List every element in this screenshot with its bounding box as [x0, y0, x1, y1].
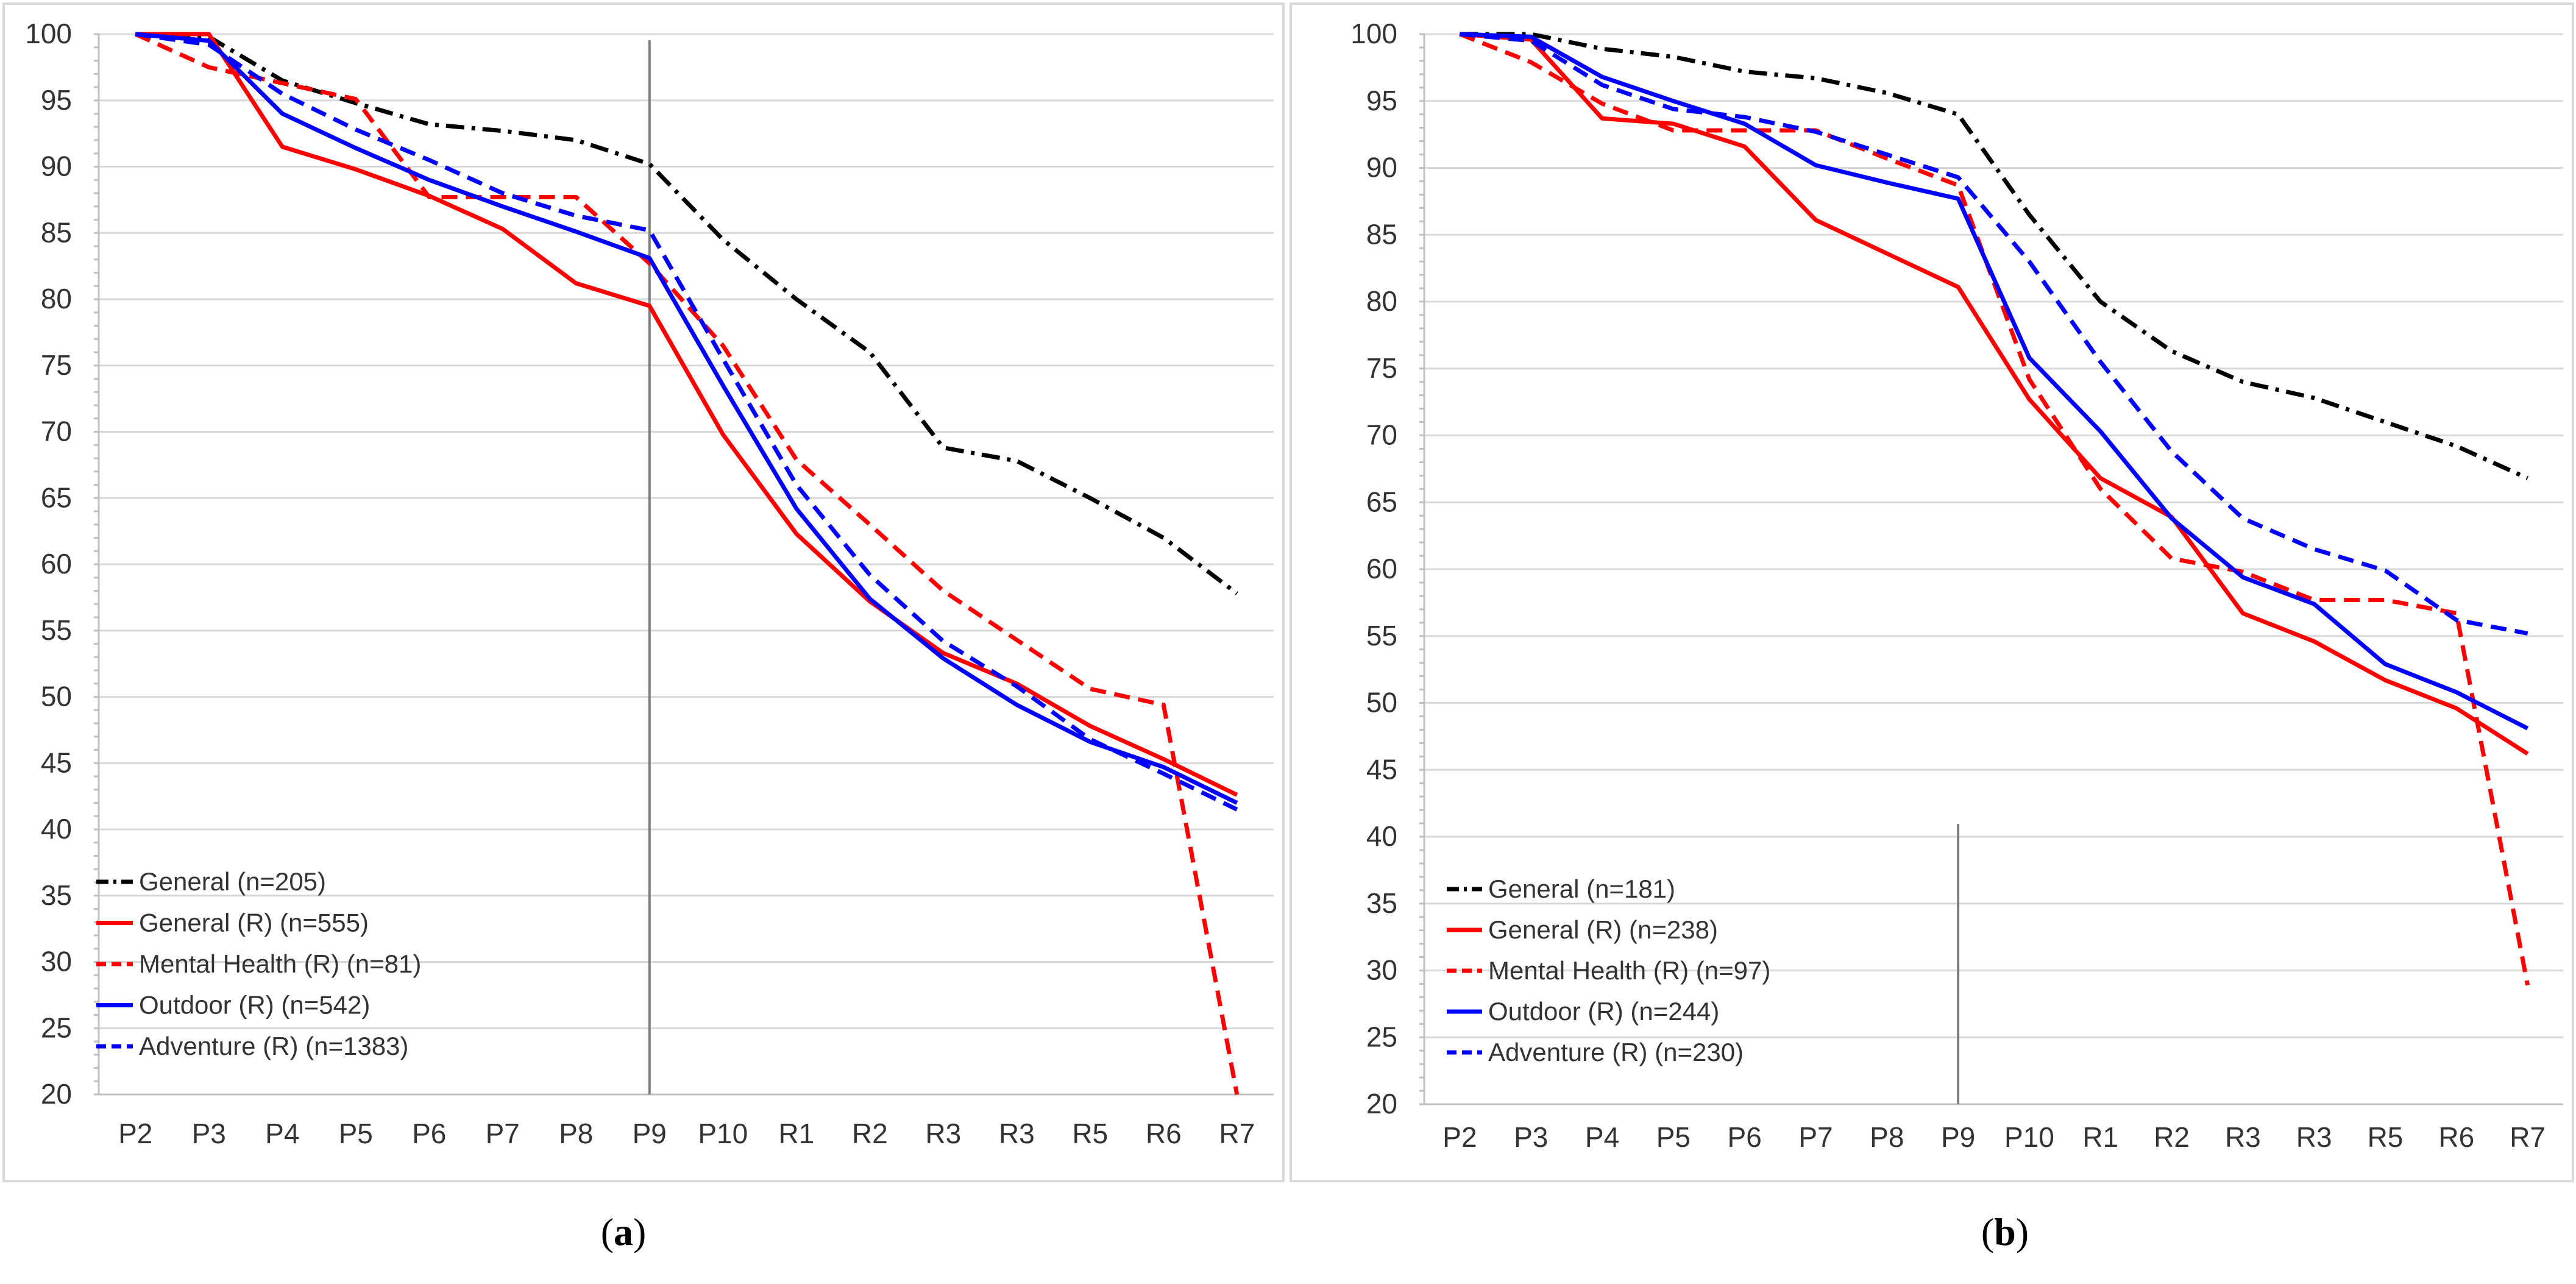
x-tick-label-b: P9 [1941, 1121, 1975, 1153]
legend-label-a-3: Mental Health (R) (n=81) [139, 949, 421, 978]
y-tick-label-b: 35 [1366, 887, 1397, 919]
x-tick-label-a: P9 [633, 1118, 667, 1149]
y-tick-label-b: 45 [1366, 753, 1397, 785]
chart-frame-b [1290, 2, 2574, 1182]
legend-label-a-1: General (n=205) [139, 867, 326, 896]
x-tick-label-a: R1 [778, 1118, 814, 1149]
y-tick-label-a: 60 [41, 548, 72, 580]
y-tick-label-b: 20 [1366, 1088, 1397, 1119]
x-tick-label-b: R1 [2082, 1121, 2118, 1153]
x-tick-label-b: P4 [1585, 1121, 1619, 1153]
x-tick-label-b: R2 [2154, 1121, 2190, 1153]
x-tick-label-b: R7 [2510, 1121, 2546, 1153]
y-tick-label-b: 55 [1366, 620, 1397, 651]
x-tick-label-b: P6 [1728, 1121, 1762, 1153]
x-tick-label-a: P4 [265, 1118, 299, 1149]
x-tick-label-a: R2 [852, 1118, 888, 1149]
x-tick-label-a: R6 [1146, 1118, 1182, 1149]
legend-label-b-1: General (n=181) [1488, 874, 1675, 903]
y-tick-label-b: 75 [1366, 352, 1397, 384]
legend-label-b-3: Mental Health (R) (n=97) [1488, 956, 1770, 985]
y-tick-label-b: 60 [1366, 553, 1397, 584]
y-tick-label-b: 100 [1350, 18, 1397, 49]
series-line-a-4 [135, 32, 1238, 805]
y-tick-label-a: 90 [41, 151, 72, 182]
y-tick-label-a: 65 [41, 481, 72, 513]
panel-caption-b: (b) [1981, 1210, 2029, 1254]
legend-label-b-2: General (R) (n=238) [1488, 915, 1718, 944]
y-tick-label-a: 80 [41, 283, 72, 314]
chart-panel-a: 20 25 30 35 40 45 50 55 60 65 70 75 80 85 90 95 100 P2 P3 P… [2, 2, 1285, 1254]
y-tick-label-a: 95 [41, 84, 72, 116]
x-tick-label-b: R6 [2438, 1121, 2474, 1153]
chart-svg-a: 20 25 30 35 40 45 50 55 60 65 70 75 80 85 90 95 100 P2 P3 P… [2, 2, 1285, 1182]
x-tick-label-a: R7 [1219, 1118, 1255, 1149]
x-tick-label-b: P8 [1870, 1121, 1904, 1153]
x-tick-label-a: R3 [999, 1118, 1035, 1149]
chart-frame-a [2, 2, 1285, 1182]
legend-label-b-5: Adventure (R) (n=230) [1488, 1038, 1744, 1066]
legend-label-b-4: Outdoor (R) (n=244) [1488, 997, 1719, 1026]
panel-label-a: a [614, 1210, 633, 1254]
y-tick-label-b: 30 [1366, 954, 1397, 986]
panel-caption-a: (a) [600, 1210, 647, 1254]
y-tick-label-b: 95 [1366, 85, 1397, 116]
y-tick-label-b: 50 [1366, 687, 1397, 718]
y-tick-label-b: 40 [1366, 820, 1397, 852]
x-tick-label-a: P10 [698, 1118, 748, 1149]
y-tick-label-a: 45 [41, 747, 72, 778]
y-tick-label-a: 75 [41, 349, 72, 381]
y-tick-label-a: 30 [41, 946, 72, 977]
y-tick-label-b: 70 [1366, 419, 1397, 451]
legend-label-a-2: General (R) (n=555) [139, 909, 369, 937]
x-tick-label-b: P2 [1442, 1121, 1477, 1153]
y-tick-label-a: 35 [41, 879, 72, 911]
x-tick-label-b: P3 [1514, 1121, 1548, 1153]
series-line-a-3 [134, 32, 1240, 1095]
series-line-b-5 [1460, 32, 2528, 636]
y-tick-label-a: 70 [41, 416, 72, 447]
x-tick-label-b: P7 [1798, 1121, 1833, 1153]
panel-label-b: b [1994, 1210, 2016, 1254]
y-tick-label-b: 25 [1366, 1021, 1397, 1052]
series-line-a-1 [135, 32, 1238, 595]
x-tick-label-a: P5 [339, 1118, 373, 1149]
x-tick-label-a: P7 [486, 1118, 520, 1149]
y-tick-label-a: 25 [41, 1012, 72, 1043]
chart-svg-b: 20 25 30 35 40 45 50 55 60 65 70 75 80 85 90 95 100 P2 P3 P… [1290, 2, 2574, 1182]
y-tick-label-a: 85 [41, 216, 72, 248]
x-tick-label-b: P10 [2004, 1121, 2054, 1153]
y-tick-label-b: 90 [1366, 152, 1397, 183]
series-line-b-4 [1460, 32, 2529, 731]
legend-label-a-5: Adventure (R) (n=1383) [139, 1032, 408, 1060]
y-tick-label-a: 20 [41, 1078, 72, 1110]
x-tick-label-a: R3 [925, 1118, 961, 1149]
series-line-a-2 [135, 32, 1238, 797]
x-tick-label-a: R5 [1072, 1118, 1108, 1149]
x-tick-label-b: P5 [1656, 1121, 1691, 1153]
x-tick-label-a: P6 [412, 1118, 446, 1149]
y-tick-label-a: 55 [41, 614, 72, 646]
legend-label-a-4: Outdoor (R) (n=542) [139, 991, 370, 1020]
x-tick-label-b: R3 [2296, 1121, 2332, 1153]
chart-panel-b: 20 25 30 35 40 45 50 55 60 65 70 75 80 85 90 95 100 P2 P3 P… [1288, 0, 2576, 1284]
y-tick-label-a: 100 [25, 18, 72, 49]
series-line-b-3 [1459, 32, 2530, 986]
x-tick-label-a: P8 [559, 1118, 593, 1149]
y-tick-label-a: 40 [41, 813, 72, 845]
series-line-b-2 [1460, 32, 2529, 756]
x-tick-label-b: R5 [2368, 1121, 2404, 1153]
x-tick-label-a: P3 [192, 1118, 226, 1149]
x-tick-label-a: P2 [118, 1118, 152, 1149]
y-tick-label-b: 65 [1366, 486, 1397, 517]
x-tick-label-b: R3 [2225, 1121, 2261, 1153]
y-tick-label-b: 85 [1366, 218, 1397, 250]
y-tick-label-a: 50 [41, 681, 72, 712]
series-line-a-5 [135, 32, 1238, 812]
y-tick-label-b: 80 [1366, 285, 1397, 317]
